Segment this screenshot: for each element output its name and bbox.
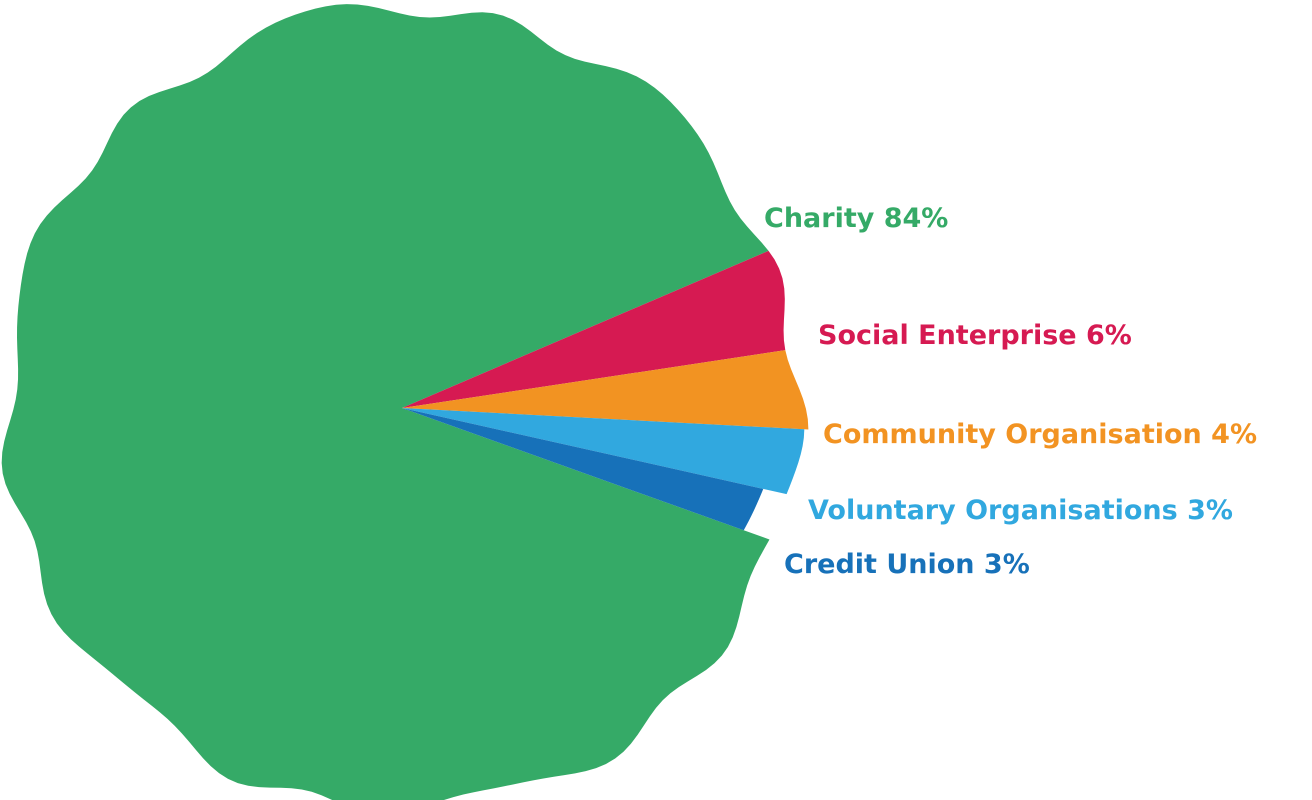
pie-label-voluntary-organisations: Voluntary Organisations 3% (808, 495, 1233, 526)
pie-label-social-enterprise: Social Enterprise 6% (818, 320, 1132, 351)
pie-slice-social-enterprise (402, 250, 786, 408)
pie-slice-community-organisation (402, 350, 809, 430)
pie-slice-voluntary-organisations (402, 408, 805, 495)
pie-label-charity: Charity 84% (764, 203, 948, 234)
pie-label-credit-union: Credit Union 3% (784, 549, 1030, 580)
pie-labels: Charity 84% Social Enterprise 6% Community… (764, 203, 1257, 580)
pie-slices (1, 4, 809, 800)
pie-slice-credit-union (402, 408, 764, 531)
pie-slice-charity (1, 4, 770, 800)
pie-label-community-organisation: Community Organisation 4% (823, 419, 1257, 450)
